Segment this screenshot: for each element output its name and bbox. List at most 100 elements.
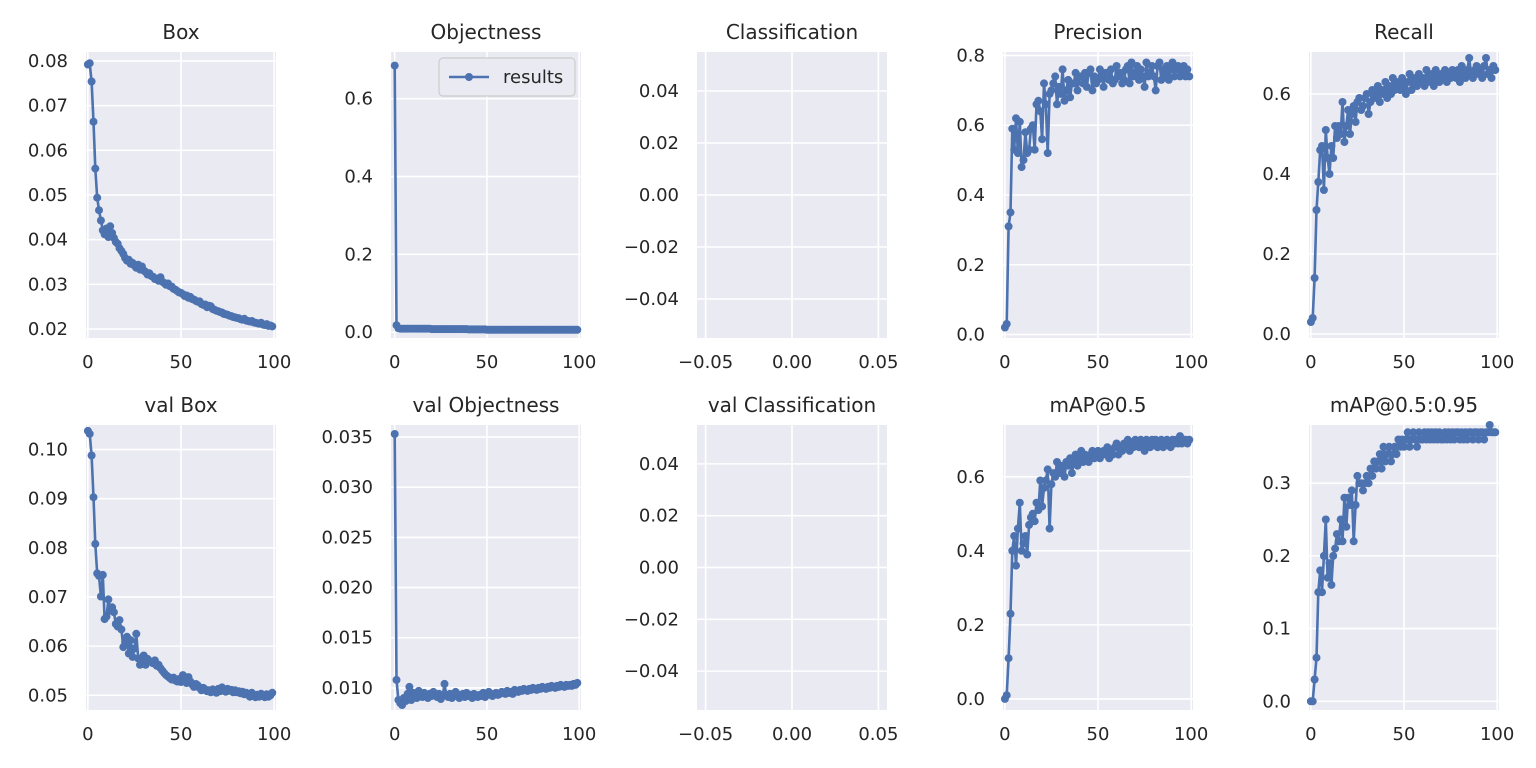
data-point (1403, 428, 1412, 437)
y-tick-label: 0.4 (344, 167, 373, 188)
data-point (1401, 435, 1410, 444)
y-tick-label: 0.00 (639, 185, 679, 206)
y-tick-label: 0.07 (28, 96, 68, 117)
x-tick-label: 50 (1087, 724, 1110, 745)
y-tick-label: 0.0 (956, 689, 985, 710)
data-point (1327, 142, 1336, 150)
data-point (392, 675, 401, 684)
data-point (1480, 62, 1489, 70)
y-tick-label: 0.030 (321, 477, 373, 498)
data-point (1474, 435, 1483, 444)
legend-label: results (503, 67, 563, 88)
data-point (1375, 98, 1384, 106)
data-point (1351, 501, 1360, 509)
panel-title: Box (162, 20, 199, 44)
data-point (1351, 118, 1360, 126)
x-tick-label: 0 (999, 352, 1010, 373)
y-tick-label: 0.8 (956, 45, 985, 66)
data-point (1015, 498, 1024, 507)
panel-objectness: Objectness 0 50 100 0.0 0.2 0.4 0.6 results (344, 20, 596, 373)
panel-title: Recall (1374, 20, 1434, 44)
data-point (1183, 65, 1192, 74)
data-point (1170, 72, 1179, 81)
y-tick-label: −0.04 (624, 661, 679, 682)
x-tick-label: 100 (1480, 724, 1514, 745)
data-point (1312, 653, 1321, 662)
x-tick-label: −0.05 (678, 724, 733, 745)
data-point (1323, 154, 1332, 162)
data-point (1019, 539, 1028, 548)
data-point (1431, 66, 1440, 74)
x-tick-label: 0 (82, 352, 93, 373)
data-point (1323, 573, 1332, 582)
data-point (1028, 121, 1037, 130)
data-point (1310, 675, 1319, 684)
data-point (1411, 435, 1420, 444)
data-point (1149, 72, 1158, 81)
data-point (1319, 551, 1328, 560)
panel-classification: Classification −0.05 0.00 0.05 −0.04 −0.02 0.0… (624, 20, 899, 373)
data-point (102, 612, 111, 621)
panel-precision: Precision 0 50 100 0.0 0.2 0.4 0.6 0.8 (956, 20, 1208, 373)
data-point (1372, 90, 1381, 98)
data-point (1002, 691, 1011, 700)
data-point (1375, 450, 1384, 459)
y-tick-label: 0.015 (321, 628, 373, 649)
y-tick-label: 0.6 (956, 467, 985, 488)
data-point (1062, 86, 1071, 95)
data-point (1045, 524, 1054, 533)
data-point (1491, 428, 1500, 437)
y-tick-label: 0.4 (956, 185, 985, 206)
data-point (1403, 78, 1412, 86)
y-tick-label: 0.2 (1262, 546, 1291, 567)
data-point (1040, 79, 1048, 88)
panel-title: mAP@0.5:0.95 (1330, 393, 1478, 417)
data-point (1463, 435, 1472, 444)
y-tick-label: 0.010 (321, 678, 373, 699)
data-point (1387, 457, 1395, 466)
data-point (1353, 471, 1362, 480)
data-point (126, 636, 135, 645)
data-point (1331, 544, 1340, 553)
y-tick-label: 0.02 (28, 319, 68, 340)
x-tick-label: 50 (1087, 352, 1110, 373)
data-point (1327, 580, 1336, 589)
data-point (1140, 82, 1149, 91)
data-point (390, 61, 399, 70)
y-tick-label: −0.04 (624, 289, 679, 310)
data-point (1038, 502, 1047, 511)
data-point (1338, 98, 1347, 106)
x-tick-label: 50 (170, 352, 193, 373)
data-point (1066, 93, 1075, 102)
data-point (1338, 537, 1347, 546)
data-point (1047, 86, 1056, 95)
data-point (1422, 66, 1431, 74)
data-point (440, 679, 449, 688)
x-tick-label: 0 (1305, 352, 1316, 373)
data-point (106, 222, 115, 231)
data-point (1319, 186, 1328, 194)
data-point (1054, 82, 1063, 91)
panel-title: val Box (144, 393, 217, 417)
legend: results (438, 57, 576, 97)
data-point (85, 429, 94, 438)
data-point (1346, 130, 1354, 138)
legend-marker-swatch (465, 73, 473, 81)
data-point (1004, 222, 1013, 231)
data-point (1465, 54, 1474, 62)
data-point (1340, 138, 1349, 146)
y-tick-label: 0.025 (321, 527, 373, 548)
data-point (1429, 82, 1438, 90)
data-point (93, 193, 102, 202)
data-point (1398, 74, 1407, 82)
x-tick-label: 0 (389, 352, 400, 373)
y-tick-label: 0.05 (28, 185, 68, 206)
data-point (1017, 163, 1026, 172)
data-point (1385, 82, 1394, 90)
axes-background (391, 425, 581, 710)
data-point (91, 539, 100, 548)
x-tick-label: 0.05 (858, 352, 898, 373)
y-tick-label: 0.02 (639, 133, 679, 154)
y-tick-label: 0.0 (956, 325, 985, 346)
